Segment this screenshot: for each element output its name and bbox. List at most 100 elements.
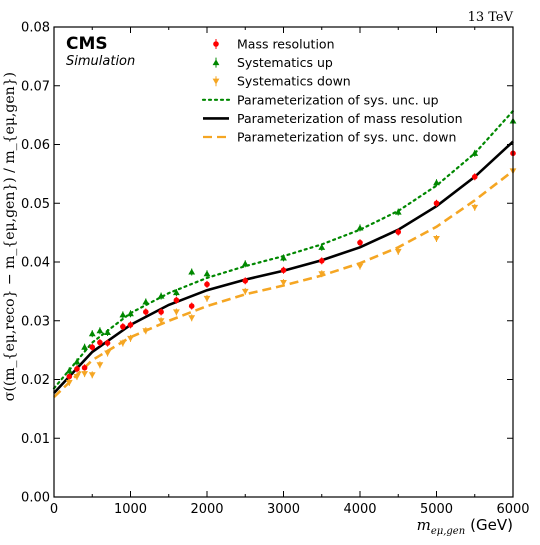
x-axis-label: meμ,gen (GeV) [417, 516, 513, 537]
point-0-4 [97, 339, 103, 346]
x-axis-label-symbol: m [417, 516, 431, 534]
point-0-16 [357, 239, 363, 246]
energy-label: 13 TeV [468, 10, 514, 25]
point-1-13 [241, 260, 249, 267]
y-axis-label: σ((m_{eμ,reco} − m_{eμ,gen}) / m_{eμ,gen… [2, 72, 18, 401]
points-layer [65, 117, 517, 386]
point-1-7 [127, 310, 134, 317]
point-1-12 [203, 270, 211, 277]
x-tick-label: 0 [50, 502, 58, 517]
x-tick-label: 4000 [343, 502, 376, 517]
y-tick-label: 0.06 [21, 138, 50, 153]
x-tick-label: 3000 [267, 502, 300, 517]
point-0-19 [471, 174, 478, 180]
point-0-6 [120, 323, 126, 330]
point-1-11 [188, 268, 196, 275]
x-axis-label-unit: (GeV) [470, 516, 513, 534]
legend: Mass resolution Systematics up Systematics… [201, 37, 463, 145]
legend-marker-2 [212, 78, 220, 85]
point-1-0 [65, 367, 73, 374]
point-0-2 [81, 364, 88, 371]
y-tick-label: 0.05 [21, 197, 50, 212]
point-2-1 [73, 374, 81, 380]
point-0-11 [188, 303, 195, 309]
point-0-1 [74, 366, 80, 372]
point-2-15 [318, 271, 326, 278]
point-2-19 [471, 204, 479, 211]
simulation-label: Simulation [66, 54, 135, 69]
x-axis-label-subscript: eμ,gen [431, 526, 465, 537]
point-1-18 [433, 179, 440, 186]
point-0-13 [242, 278, 249, 284]
legend-label-1: Systematics up [237, 55, 333, 70]
curve-3 [52, 109, 515, 390]
point-0-15 [318, 258, 325, 264]
x-tick-label: 5000 [420, 502, 453, 517]
point-0-18 [433, 200, 440, 207]
point-2-13 [241, 288, 249, 295]
point-2-18 [433, 235, 440, 242]
point-2-14 [280, 280, 287, 286]
point-2-16 [356, 263, 364, 270]
legend-label-4: Parameterization of mass resolution [237, 111, 463, 126]
y-tick-label: 0.07 [21, 79, 50, 94]
legend-marker-1 [212, 59, 220, 66]
y-tick-label: 0.01 [21, 432, 50, 447]
point-2-9 [157, 318, 165, 325]
y-tick-label: 0.04 [21, 256, 50, 271]
point-1-5 [104, 329, 111, 336]
point-2-17 [394, 248, 402, 255]
point-2-10 [173, 309, 180, 316]
point-1-19 [471, 149, 479, 156]
point-2-5 [104, 350, 111, 357]
y-tick-label: 0.02 [21, 373, 50, 388]
point-2-6 [119, 340, 127, 347]
y-tick-label: 0.08 [21, 21, 50, 36]
y-tick-label: 0.00 [21, 491, 50, 506]
cms-label: CMS [66, 34, 108, 54]
point-0-8 [143, 309, 149, 315]
point-1-8 [142, 298, 150, 305]
point-2-0 [65, 379, 73, 386]
point-1-14 [280, 254, 287, 261]
point-0-7 [127, 322, 134, 328]
point-1-9 [157, 292, 165, 299]
point-1-2 [81, 343, 88, 350]
point-2-3 [88, 372, 96, 379]
legend-label-3: Parameterization of sys. unc. up [237, 92, 439, 107]
point-0-3 [89, 344, 96, 350]
point-2-4 [96, 362, 104, 369]
point-0-9 [158, 309, 164, 315]
x-tick-label: 1000 [114, 502, 147, 517]
point-0-10 [173, 297, 180, 303]
x-tick-label: 2000 [190, 502, 223, 517]
curves-layer [52, 109, 515, 399]
point-0-17 [395, 229, 402, 235]
legend-label-0: Mass resolution [237, 37, 335, 52]
point-0-14 [280, 267, 287, 274]
legend-marker-0 [213, 41, 219, 47]
point-1-15 [318, 243, 326, 250]
legend-label-2: Systematics down [237, 74, 351, 89]
point-1-17 [394, 208, 402, 215]
point-2-7 [127, 335, 134, 342]
point-2-12 [203, 295, 211, 302]
point-2-2 [81, 371, 88, 378]
point-0-5 [104, 340, 111, 346]
point-1-3 [88, 330, 96, 337]
point-1-6 [119, 311, 127, 318]
point-1-4 [96, 327, 104, 334]
point-2-11 [188, 315, 196, 322]
x-tick-label: 6000 [496, 502, 529, 517]
point-0-12 [204, 281, 210, 288]
point-1-16 [356, 224, 364, 231]
point-2-8 [142, 328, 150, 335]
axis-ticks: 0 1000 2000 3000 4000 5000 6000 0.00 0.01 0.02 0.0… [21, 21, 530, 518]
point-0-0 [66, 373, 73, 380]
legend-label-5: Parameterization of sys. unc. down [237, 130, 456, 145]
y-tick-label: 0.03 [21, 314, 50, 329]
point-1-1 [73, 358, 81, 365]
point-1-10 [173, 289, 180, 296]
